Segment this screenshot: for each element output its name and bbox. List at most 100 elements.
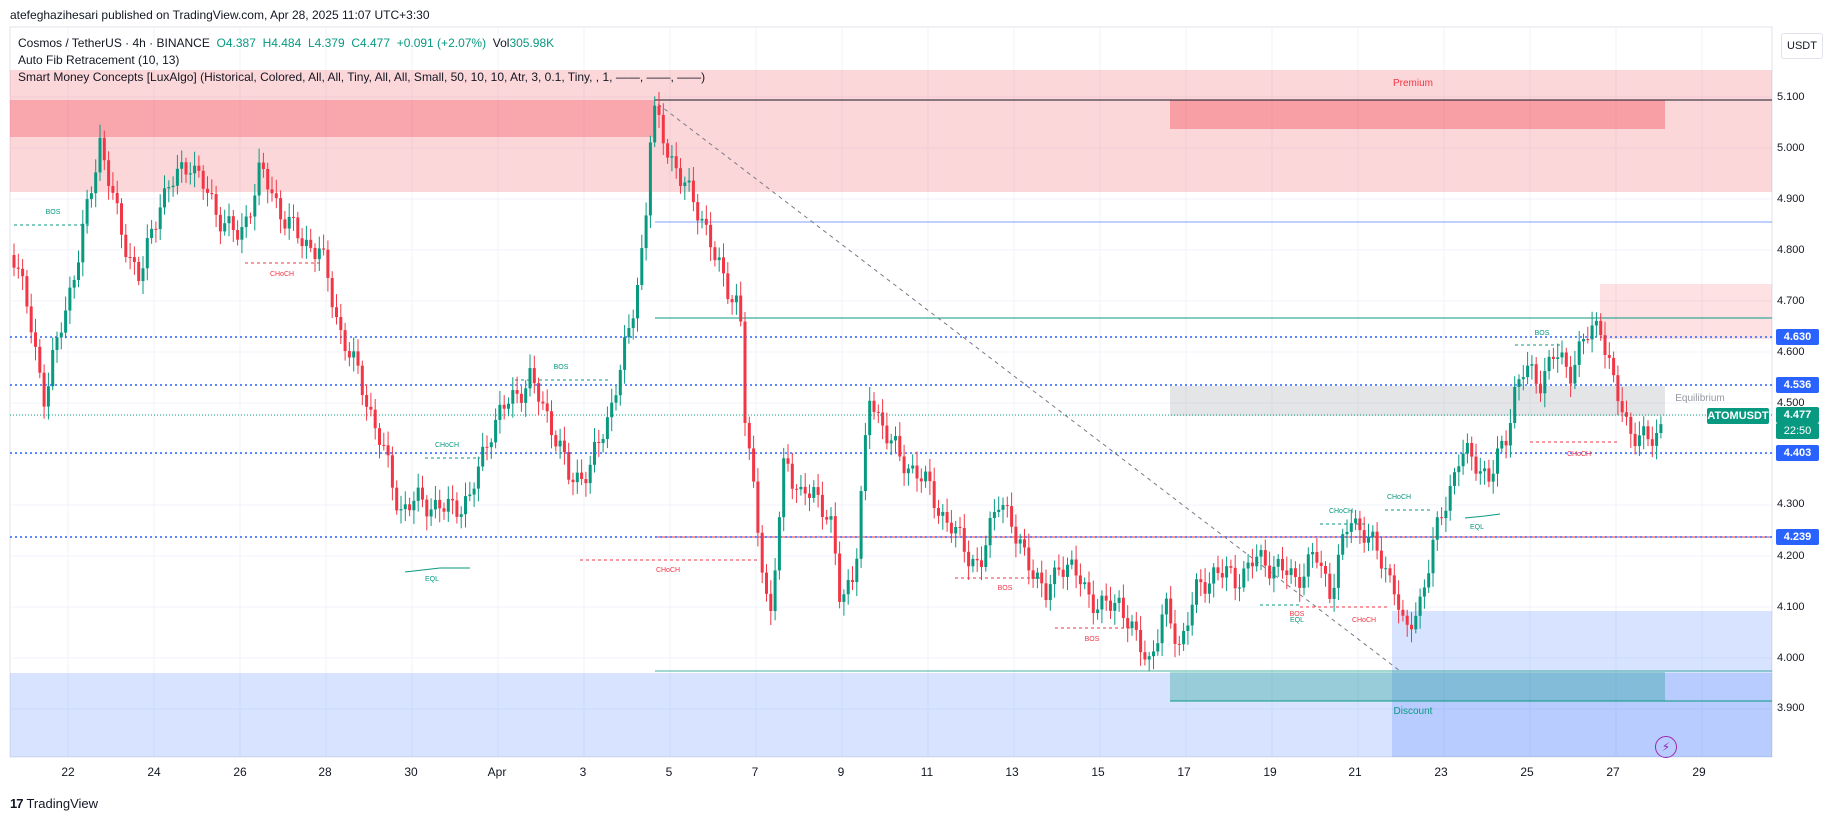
candle-body: [1087, 582, 1091, 595]
ohlc-legend[interactable]: Cosmos / TetherUS · 4h · BINANCE O4.387 …: [18, 36, 554, 50]
candle-body: [1405, 615, 1409, 625]
candle-body: [1655, 433, 1659, 446]
candle-body: [730, 299, 734, 303]
price-tag-4630[interactable]: 4.630: [1776, 329, 1819, 345]
price-tick: 5.000: [1777, 142, 1805, 154]
candle-body: [240, 227, 244, 240]
candle-body: [16, 267, 20, 269]
candle-body: [631, 318, 635, 329]
currency-button[interactable]: USDT: [1781, 33, 1823, 59]
bolt-icon[interactable]: ⚡: [1655, 736, 1677, 758]
candle-body: [1328, 573, 1332, 599]
candle-body: [1229, 566, 1233, 568]
candle-body: [1246, 562, 1250, 569]
candle-body: [1547, 356, 1551, 372]
candle-body: [958, 526, 962, 529]
candle-body: [820, 494, 824, 517]
candle-body: [352, 351, 356, 358]
symbol-tag: ATOMUSDT: [1707, 408, 1769, 424]
candle-body: [1091, 594, 1095, 614]
candle-body: [962, 528, 966, 552]
candles[interactable]: [12, 91, 1663, 672]
candle-body: [1156, 643, 1160, 652]
candle-body: [924, 471, 928, 482]
candle-body: [1216, 567, 1220, 574]
candle-body: [309, 239, 313, 248]
candle-body: [696, 202, 700, 221]
candle-body: [1238, 587, 1241, 589]
candle-body: [971, 558, 975, 567]
candle-body: [537, 383, 541, 402]
candle-body: [1044, 583, 1048, 601]
candle-body: [1341, 534, 1345, 555]
candle-body: [249, 216, 252, 218]
candle-body: [1569, 366, 1573, 384]
candle-body: [932, 481, 936, 509]
candle-body: [640, 248, 644, 285]
candle-body: [46, 386, 50, 407]
candle-body: [206, 188, 209, 193]
candle-body: [1302, 576, 1306, 588]
candle-body: [1078, 575, 1082, 585]
candle-body: [89, 193, 93, 200]
candle-body: [395, 487, 399, 511]
smc-label: CHoCH: [269, 271, 295, 278]
candle-body: [1599, 320, 1603, 336]
candle-body: [1319, 562, 1323, 566]
candle-body: [390, 455, 394, 488]
price-tag-4403[interactable]: 4.403: [1776, 445, 1819, 461]
candle-body: [511, 390, 515, 404]
candle-body: [42, 372, 46, 407]
candle-body: [876, 411, 880, 413]
candle-body: [1332, 587, 1336, 599]
candle-body: [777, 517, 781, 571]
candle-body: [734, 295, 738, 303]
price-tag-last[interactable]: 4.477: [1776, 407, 1819, 423]
indicator-smc-legend[interactable]: Smart Money Concepts [LuxAlgo] (Historic…: [18, 70, 706, 84]
date-tick: 24: [147, 765, 161, 779]
candle-body: [1263, 550, 1267, 566]
candle-body: [193, 165, 197, 174]
candle-body: [992, 512, 996, 519]
candle-body: [1659, 424, 1663, 434]
candle-body: [1242, 568, 1246, 588]
indicator-fib-legend[interactable]: Auto Fib Retracement (10, 13): [18, 53, 180, 67]
smc-label: BOS: [45, 209, 61, 216]
candle-body: [231, 216, 235, 231]
candle-body: [137, 262, 141, 282]
candle-body: [1023, 539, 1026, 548]
price-tag-4239[interactable]: 4.239: [1776, 529, 1819, 545]
change-value: +0.091 (+2.07%): [396, 36, 487, 50]
smc-label: CHoCH: [1566, 451, 1592, 458]
candle-body: [842, 594, 846, 602]
low-value: L4.379: [307, 36, 345, 50]
candle-body: [769, 593, 773, 612]
fib-trend-line[interactable]: [657, 103, 1401, 672]
date-tick: 19: [1263, 765, 1277, 779]
candle-body: [562, 440, 566, 453]
candle-body: [515, 390, 519, 394]
price-tag-4536[interactable]: 4.536: [1776, 377, 1819, 393]
candle-body: [227, 216, 231, 224]
candle-body: [1225, 566, 1229, 578]
candle-body: [1031, 570, 1035, 579]
candle-body: [102, 137, 106, 161]
candle-body: [300, 238, 304, 247]
price-tick: 4.100: [1777, 601, 1805, 613]
discount-label: Discount: [1393, 706, 1433, 717]
smc-label: BOS: [1289, 611, 1305, 618]
candle-body: [906, 468, 910, 474]
candle-body: [1392, 575, 1396, 595]
candle-body: [1435, 517, 1439, 540]
candle-body: [304, 239, 308, 247]
candle-body: [326, 249, 330, 278]
candle-body: [1306, 554, 1310, 577]
premium-zone: [10, 70, 1772, 192]
candle-body: [799, 486, 803, 490]
candle-body: [911, 465, 915, 469]
tradingview-logo[interactable]: 17 TradingView: [10, 796, 98, 811]
candle-body: [1027, 547, 1031, 571]
date-tick: 7: [751, 765, 759, 779]
candle-body: [446, 498, 450, 512]
